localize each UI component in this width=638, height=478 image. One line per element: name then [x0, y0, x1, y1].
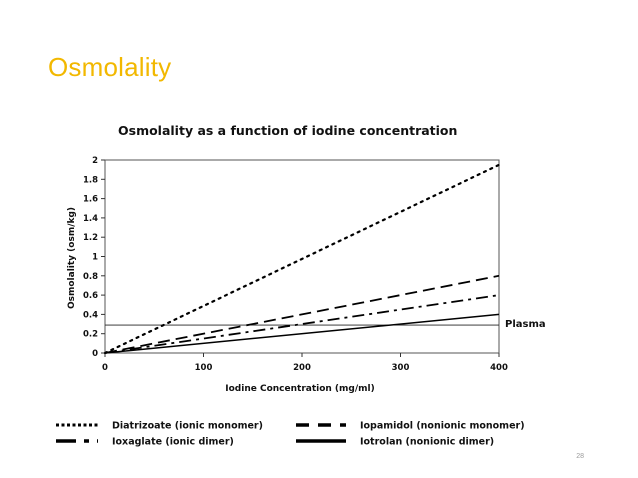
- y-tick-label: 0.4: [83, 310, 98, 320]
- x-tick-label: 400: [490, 363, 508, 373]
- series-line-dotted: [103, 163, 501, 355]
- x-tick-label: 300: [392, 363, 410, 373]
- legend-label: Diatrizoate (ionic monomer): [112, 421, 263, 432]
- y-tick-label: 0: [92, 349, 98, 359]
- y-tick-label: 1.2: [83, 233, 98, 243]
- plot-area: 0 0.2 0.4 0.6 0.8 1 1.2 1.4 1.6 1.8 2 0 100 200 300 400: [83, 156, 508, 373]
- series-line-dashed: [104, 274, 500, 354]
- x-tick-label: 200: [293, 363, 311, 373]
- chart-title: Osmolality as a function of iodine conce…: [118, 123, 457, 138]
- y-tick-label: 2: [92, 156, 98, 166]
- y-tick-label: 1.4: [83, 214, 98, 224]
- series-line-dashdot: [104, 294, 500, 354]
- x-axis-label: Iodine Concentration (mg/ml): [225, 384, 374, 394]
- legend-label: Iotrolan (nonionic dimer): [360, 437, 494, 448]
- x-tick-label: 0: [102, 363, 108, 373]
- y-tick-label: 1.8: [83, 175, 98, 185]
- slide-title: Osmolality: [48, 52, 172, 82]
- y-tick-label: 1.6: [83, 195, 98, 205]
- y-tick-label: 0.8: [83, 272, 98, 282]
- plasma-label: Plasma: [505, 319, 546, 330]
- y-tick-label: 0.6: [83, 291, 98, 301]
- x-tick-label: 100: [195, 363, 213, 373]
- y-tick-label: 1: [92, 253, 98, 263]
- legend-label: Iopamidol (nonionic monomer): [360, 421, 525, 432]
- y-tick-label: 0.2: [83, 330, 98, 340]
- legend-label: Ioxaglate (ionic dimer): [112, 437, 234, 448]
- legend: Diatrizoate (ionic monomer) Iopamidol (no…: [56, 421, 525, 448]
- page-number: 28: [576, 453, 584, 460]
- y-axis-label: Osmolality (osm/kg): [67, 207, 77, 309]
- series-line-solid: [104, 313, 500, 354]
